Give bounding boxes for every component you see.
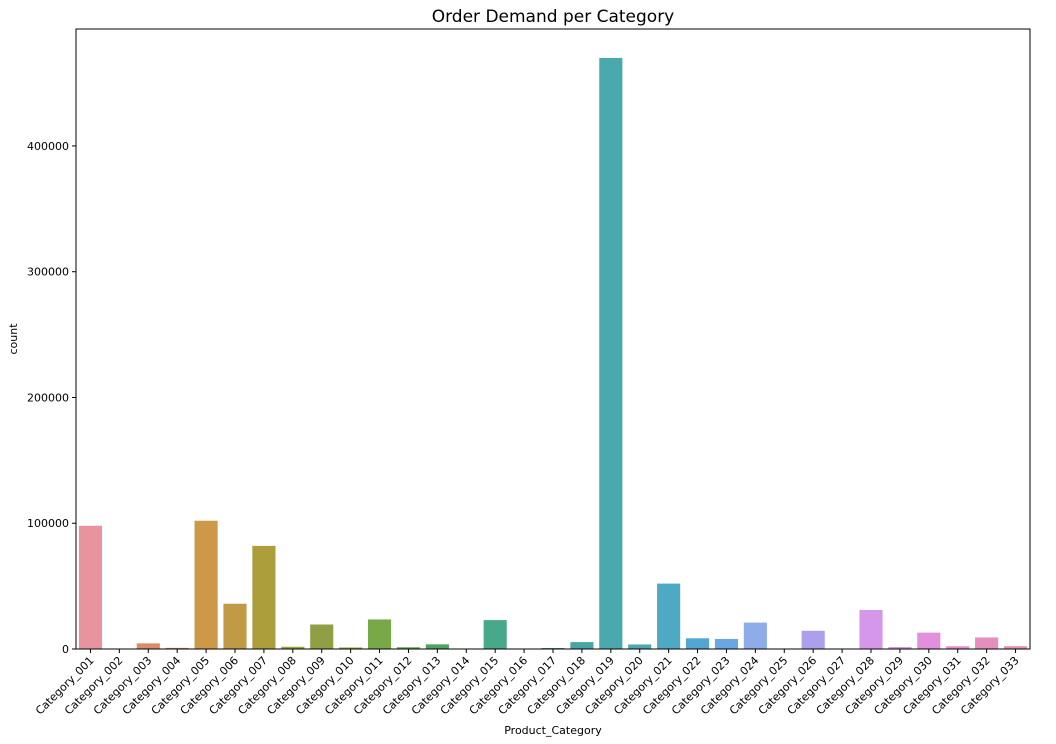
bar-category-019 — [599, 57, 623, 650]
y-axis-ticks: 0 100000 200000 300000 400000 — [27, 140, 76, 656]
bar-category-030 — [917, 632, 941, 649]
bar-category-013 — [425, 644, 449, 649]
bar-category-022 — [685, 638, 710, 649]
y-tick-label: 0 — [62, 643, 69, 656]
bar-category-009 — [310, 624, 334, 649]
x-axis-ticks: Category_001Category_002Category_003Cate… — [33, 649, 1022, 717]
y-tick-label: 400000 — [27, 140, 69, 153]
bar-category-028 — [859, 610, 883, 649]
chart-title: Order Demand per Category — [432, 7, 675, 27]
bar-category-010 — [339, 647, 363, 649]
bar-category-004 — [165, 647, 189, 649]
bar-category-012 — [396, 647, 421, 649]
bar-category-005 — [194, 520, 218, 649]
bar-category-029 — [888, 646, 912, 649]
y-axis-label: count — [7, 323, 20, 355]
bar-category-023 — [714, 638, 739, 649]
y-tick-label: 100000 — [27, 517, 69, 530]
bar-category-031 — [946, 646, 970, 649]
bar-category-024 — [743, 622, 767, 649]
bar-category-001 — [78, 525, 103, 649]
bar-category-015 — [483, 620, 507, 649]
bar-category-018 — [570, 642, 594, 649]
bar-category-026 — [801, 630, 825, 649]
y-tick-label: 200000 — [27, 391, 69, 404]
y-tick-label: 300000 — [27, 266, 69, 279]
bar-category-033 — [1003, 646, 1028, 649]
x-axis-label: Product_Category — [504, 724, 602, 737]
bars-group — [78, 57, 1028, 650]
bar-category-020 — [628, 644, 652, 649]
bar-category-007 — [252, 545, 276, 649]
bar-category-021 — [657, 583, 681, 649]
bar-category-008 — [281, 646, 305, 649]
bar-category-032 — [975, 637, 999, 649]
bar-category-003 — [136, 643, 160, 649]
bar-category-017 — [541, 647, 565, 649]
plot-frame — [75, 28, 1031, 650]
bar-category-011 — [367, 619, 392, 649]
bar-category-006 — [223, 603, 247, 649]
